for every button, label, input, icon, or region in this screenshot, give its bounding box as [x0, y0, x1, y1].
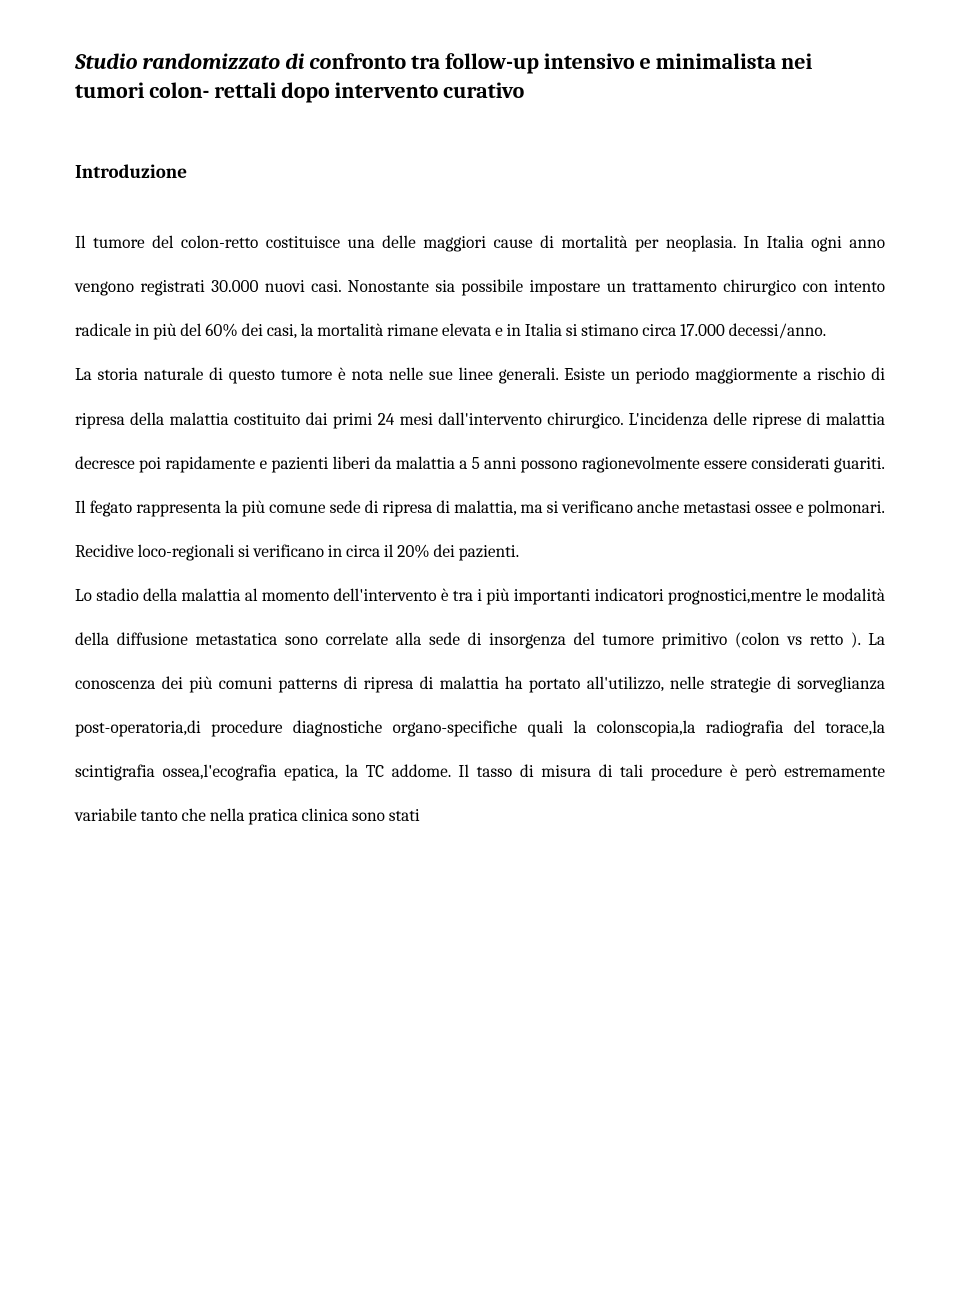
document-title: Studio randomizzato di confronto tra fol… [75, 48, 885, 105]
paragraph-2: La storia naturale di questo tumore è no… [75, 353, 885, 573]
title-italic-part: Studio randomizzato di co [75, 49, 332, 75]
paragraph-1: Il tumore del colon-retto costituisce un… [75, 221, 885, 353]
body-text-container: Il tumore del colon-retto costituisce un… [75, 221, 885, 838]
section-heading-intro: Introduzione [75, 161, 885, 183]
paragraph-3: Lo stadio della malattia al momento dell… [75, 574, 885, 839]
